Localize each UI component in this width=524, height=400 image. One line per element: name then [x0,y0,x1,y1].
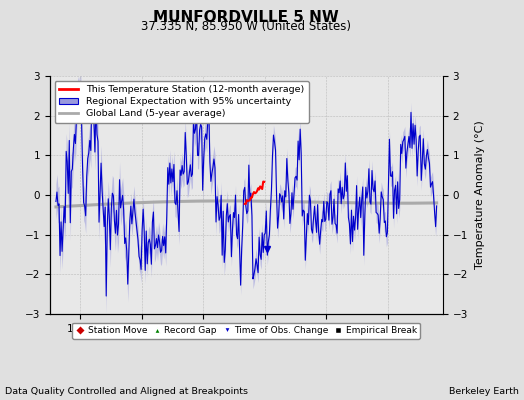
Text: 37.335 N, 85.950 W (United States): 37.335 N, 85.950 W (United States) [141,20,351,33]
Y-axis label: Temperature Anomaly (°C): Temperature Anomaly (°C) [475,121,485,269]
Legend: Station Move, Record Gap, Time of Obs. Change, Empirical Break: Station Move, Record Gap, Time of Obs. C… [72,322,420,339]
Text: Data Quality Controlled and Aligned at Breakpoints: Data Quality Controlled and Aligned at B… [5,387,248,396]
Text: Berkeley Earth: Berkeley Earth [449,387,519,396]
Text: MUNFORDVILLE 5 NW: MUNFORDVILLE 5 NW [154,10,339,25]
Legend: This Temperature Station (12-month average), Regional Expectation with 95% uncer: This Temperature Station (12-month avera… [54,81,309,123]
